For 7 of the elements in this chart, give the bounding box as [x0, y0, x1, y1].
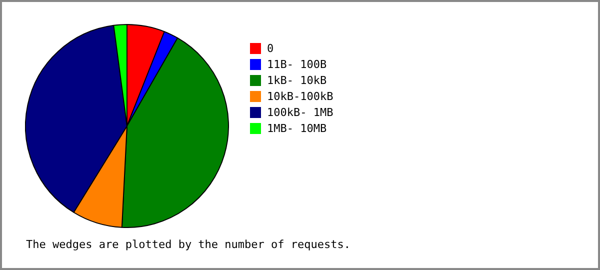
legend-label: 100kB- 1MB — [267, 106, 334, 118]
legend-label: 0 — [267, 42, 274, 54]
text: The wedges are plotted by the number of requests. — [26, 238, 351, 251]
legend-label: 1MB- 10MB — [267, 122, 327, 134]
legend-label: 10kB-100kB — [267, 90, 334, 102]
legend-label: 1kB- 10kB — [267, 74, 327, 86]
legend-label: 11B- 100B — [267, 58, 327, 70]
